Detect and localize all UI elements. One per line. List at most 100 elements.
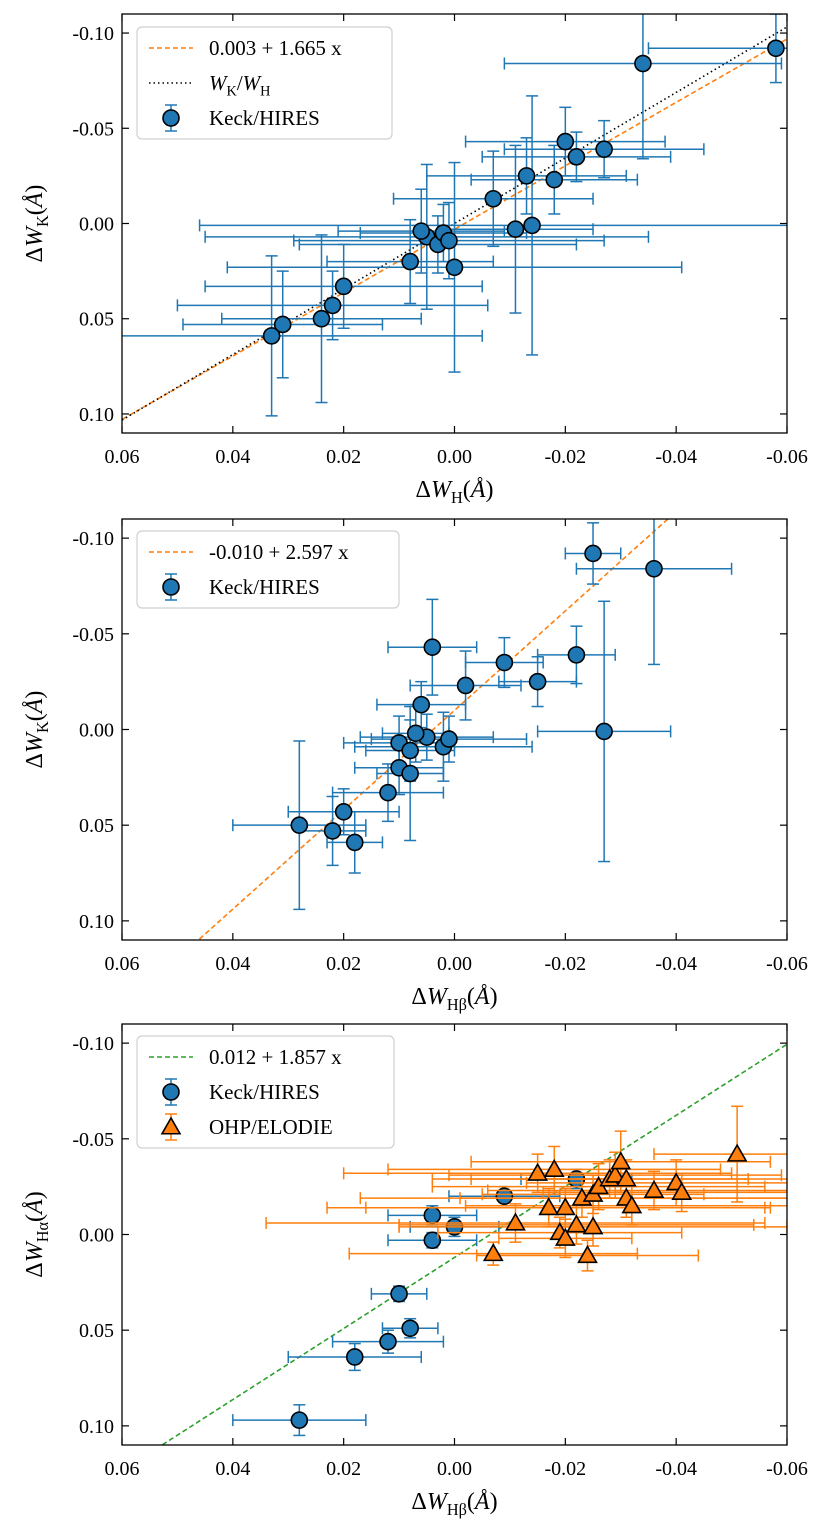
data-point xyxy=(595,140,613,159)
x-tick-label: 0.02 xyxy=(326,1458,361,1480)
data-point xyxy=(290,1411,309,1429)
data-point xyxy=(412,695,431,714)
data-point xyxy=(671,1181,693,1200)
y-axis-label: ΔWK(Å) xyxy=(22,691,52,769)
data-point xyxy=(567,148,586,166)
y-tick-label: 0.00 xyxy=(79,214,114,236)
xerr-bar xyxy=(647,42,787,55)
legend-label: Keck/HIRES xyxy=(209,106,320,130)
data-point xyxy=(401,252,419,271)
y-tick-label: 0.05 xyxy=(79,1320,114,1342)
data-point xyxy=(538,1197,560,1216)
data-point xyxy=(527,1162,549,1181)
y-tick-label: -0.05 xyxy=(72,1129,114,1151)
x-tick-label: 0.02 xyxy=(326,446,361,468)
data-point xyxy=(390,1285,408,1303)
y-tick-label: -0.10 xyxy=(72,528,114,550)
data-point xyxy=(334,802,353,821)
plot-area xyxy=(160,1043,787,1445)
x-tick-label: -0.06 xyxy=(766,953,808,975)
y-axis-label: ΔWHα(Å) xyxy=(22,1191,52,1277)
legend-label: 0.003 + 1.665 x xyxy=(209,36,342,60)
yerr-bar xyxy=(636,14,649,160)
fit-line-0 xyxy=(197,519,670,940)
data-point xyxy=(406,724,425,743)
data-point xyxy=(323,822,342,840)
data-point xyxy=(556,132,575,151)
y-tick-label: 0.10 xyxy=(79,911,114,933)
x-tick-label: 0.04 xyxy=(215,1458,250,1480)
data-point xyxy=(401,764,419,783)
data-point xyxy=(273,315,292,334)
data-point xyxy=(545,170,564,189)
legend: -0.010 + 2.597 x Keck/HIRES xyxy=(136,530,400,609)
y-tick-label: 0.05 xyxy=(79,815,114,837)
data-point xyxy=(528,672,547,691)
data-point xyxy=(610,1151,632,1170)
legend-marker xyxy=(160,1116,182,1135)
x-tick-label: -0.02 xyxy=(544,446,586,468)
x-tick-label: -0.06 xyxy=(766,446,808,468)
data-point xyxy=(584,544,602,563)
data-point xyxy=(290,816,309,834)
data-point xyxy=(440,231,458,250)
data-point xyxy=(312,309,331,328)
plot-area xyxy=(122,14,787,421)
data-point xyxy=(484,189,503,208)
data-point xyxy=(401,1319,419,1338)
data-point xyxy=(577,1244,598,1264)
data-point xyxy=(621,1195,643,1214)
data-point xyxy=(615,1168,637,1187)
data-point xyxy=(345,833,364,852)
x-axis-label: ΔWH(Å) xyxy=(416,477,494,507)
x-axis-label: ΔWHβ(Å) xyxy=(411,984,497,1014)
x-tick-label: 0.00 xyxy=(437,446,472,468)
x-axis-label: ΔWHβ(Å) xyxy=(411,1489,497,1519)
x-tick-label: -0.06 xyxy=(766,1458,808,1480)
data-point xyxy=(645,559,663,578)
legend-marker xyxy=(162,109,180,127)
legend-label: OHP/ELODIE xyxy=(209,1115,333,1139)
x-tick-label: 0.04 xyxy=(215,953,250,975)
x-tick-label: 0.04 xyxy=(215,446,250,468)
x-tick-label: -0.02 xyxy=(544,953,586,975)
data-point xyxy=(604,1164,626,1183)
legend-label: Keck/HIRES xyxy=(209,1080,320,1104)
x-tick-label: -0.04 xyxy=(655,953,697,975)
data-point xyxy=(554,1197,576,1216)
legend-label: -0.010 + 2.597 x xyxy=(209,540,349,564)
y-tick-label: 0.05 xyxy=(79,309,114,331)
data-point xyxy=(566,1214,587,1233)
y-tick-label: 0.00 xyxy=(79,1225,114,1247)
series-ohp-elodie xyxy=(265,1105,787,1272)
data-point xyxy=(345,1348,364,1366)
legend: 0.003 + 1.665 x WK/WH Keck/HIRES xyxy=(136,26,393,140)
x-tick-label: 0.00 xyxy=(437,1458,472,1480)
data-point xyxy=(482,1243,504,1262)
series-keck-hires xyxy=(122,14,787,417)
y-tick-label: -0.10 xyxy=(72,23,114,45)
data-point xyxy=(523,216,541,235)
data-point xyxy=(517,167,536,185)
y-tick-label: 0.00 xyxy=(79,720,114,742)
y-tick-label: -0.10 xyxy=(72,1033,114,1055)
panel-top: 0.06 0.04 0.02 0.00 -0.02 -0.04 -0.06 -0.10 -0.0… xyxy=(22,13,808,507)
data-point xyxy=(582,1216,604,1235)
data-point xyxy=(554,1227,576,1246)
data-point xyxy=(323,296,342,315)
data-point xyxy=(423,1231,442,1250)
data-point xyxy=(643,1179,665,1199)
data-point xyxy=(634,54,652,73)
y-axis-label: ΔWK(Å) xyxy=(22,185,52,263)
data-point xyxy=(379,1332,397,1351)
series-keck-hires xyxy=(232,519,733,911)
data-point xyxy=(379,783,397,802)
panel-middle: 0.06 0.04 0.02 0.00 -0.02 -0.04 -0.06 -0.10 -0.0… xyxy=(22,518,808,1014)
data-point xyxy=(440,730,458,748)
plot-area xyxy=(197,519,733,940)
data-point xyxy=(505,1212,526,1231)
x-tick-label: 0.06 xyxy=(105,446,140,468)
data-point xyxy=(495,1187,514,1206)
data-point xyxy=(506,220,525,239)
